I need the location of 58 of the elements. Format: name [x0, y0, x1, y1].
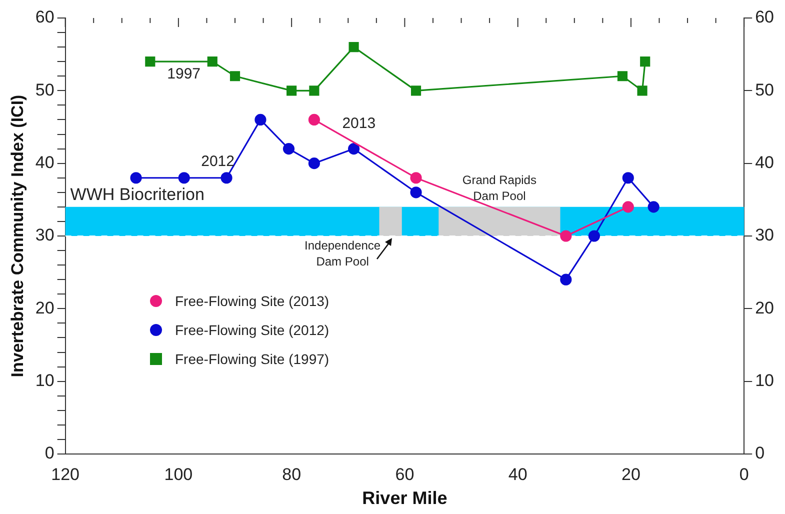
y-tick-label: 30	[35, 226, 54, 245]
y-tick-label: 50	[35, 80, 54, 100]
legend-label: Free-Flowing Site (1997)	[175, 350, 330, 366]
band-label: Independence Dam Pool	[304, 238, 381, 268]
point	[220, 172, 232, 184]
point	[207, 56, 218, 67]
point	[178, 172, 190, 184]
point	[648, 201, 660, 213]
band-label: Grand Rapids Dam Pool	[462, 173, 536, 204]
point	[637, 86, 648, 96]
point	[286, 86, 297, 96]
point	[309, 86, 320, 96]
y-tick-label: 60	[35, 8, 54, 27]
x-tick-label: 0	[739, 464, 749, 484]
annotation: 2013	[342, 114, 376, 132]
point	[230, 71, 240, 82]
point	[617, 71, 628, 82]
point	[145, 56, 156, 67]
point	[410, 172, 422, 184]
point	[588, 230, 600, 242]
x-tick-label: 60	[395, 464, 414, 484]
point	[130, 172, 142, 184]
x-tick-label: 40	[508, 464, 528, 484]
x-tick-label: 100	[164, 464, 193, 484]
y-tick-label: 20	[35, 298, 54, 318]
y-tick-label: 0	[44, 444, 54, 463]
annotation: 1997	[167, 66, 201, 83]
annotation: 2012	[201, 153, 234, 170]
point	[560, 274, 572, 286]
point	[410, 86, 422, 96]
x-axis-title: River Mile	[362, 488, 448, 508]
y2-tick-label: 0	[755, 444, 765, 463]
y2-tick-label: 40	[755, 153, 774, 172]
point	[622, 201, 634, 213]
x-tick-label: 20	[622, 464, 640, 484]
point	[348, 143, 360, 155]
y2-tick-label: 50	[755, 80, 774, 100]
band-label: WWH Biocriterion	[70, 185, 204, 204]
y-tick-label: 10	[35, 371, 54, 390]
point	[254, 114, 266, 126]
point	[640, 56, 650, 67]
point	[410, 186, 422, 198]
x-tick-label: 80	[282, 464, 302, 484]
y2-tick-label: 20	[755, 298, 774, 318]
point	[622, 172, 634, 184]
legend-label: Free-Flowing Site (2013)	[175, 292, 330, 308]
y2-tick-label: 30	[755, 226, 774, 245]
y2-tick-label: 60	[755, 8, 774, 27]
x-tick-label: 120	[51, 464, 80, 484]
y2-tick-label: 10	[755, 371, 774, 390]
point	[282, 143, 295, 155]
y-axis-title: Invertebrate Community Index (ICI)	[8, 94, 27, 378]
y-tick-label: 40	[35, 153, 54, 172]
legend-label: Free-Flowing Site (2012)	[175, 322, 330, 338]
point	[348, 42, 359, 52]
point	[308, 114, 320, 126]
point	[308, 158, 320, 170]
point	[560, 230, 572, 242]
